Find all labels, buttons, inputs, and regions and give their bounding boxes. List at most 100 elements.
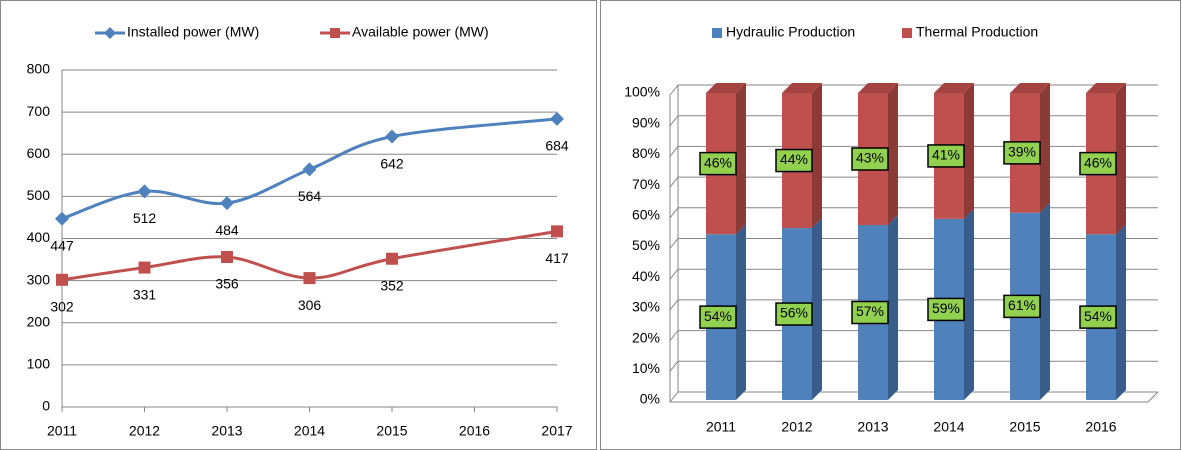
y-tick-label: 800: [27, 61, 51, 77]
bar-side: [888, 83, 898, 226]
marker: [550, 111, 564, 126]
data-label: 56%: [780, 305, 808, 321]
data-label: 59%: [932, 300, 960, 316]
y-tick-label: 0: [42, 398, 50, 414]
data-label-box: [775, 148, 813, 173]
bar-side: [812, 83, 822, 229]
bar-top: [1010, 83, 1050, 93]
bar-top: [706, 83, 746, 93]
y-tick-label: 700: [27, 103, 51, 119]
bar-side: [1116, 83, 1126, 235]
data-label-box: [775, 302, 813, 326]
x-tick-label: 2016: [459, 423, 490, 439]
x-tick-label: 2016: [1085, 419, 1116, 435]
data-label: 46%: [1084, 154, 1112, 170]
y-tick-label: 40%: [632, 268, 660, 284]
data-label: 512: [133, 210, 157, 226]
marker: [551, 225, 563, 238]
data-label: 61%: [1008, 297, 1036, 313]
marker: [137, 184, 152, 199]
x-tick-label: 2011: [47, 423, 77, 439]
data-label-box: [927, 297, 965, 322]
data-label: 352: [380, 277, 404, 293]
x-tick-label: 2013: [211, 423, 242, 439]
data-label: 684: [545, 138, 569, 154]
data-label: 484: [215, 222, 239, 238]
bar-top: [858, 83, 898, 93]
x-tick-label: 2015: [376, 423, 407, 439]
y-tick-label: 10%: [632, 360, 660, 376]
x-tick-label: 2015: [1009, 419, 1040, 435]
bar-top: [782, 83, 822, 93]
data-label-box: [1003, 294, 1041, 319]
marker: [302, 162, 317, 177]
y-tick-label: 200: [27, 313, 51, 329]
x-tick-label: 2014: [933, 419, 964, 435]
bar-side: [1040, 202, 1050, 400]
legend-label: Hydraulic Production: [726, 24, 855, 40]
data-label: 44%: [780, 151, 808, 167]
marker: [55, 211, 69, 226]
data-label: 417: [545, 250, 569, 266]
marker: [138, 261, 151, 274]
y-tick-label: 70%: [632, 176, 660, 192]
data-label: 302: [50, 298, 74, 314]
legend-swatch: [712, 28, 722, 38]
y-tick-label: 20%: [632, 329, 660, 345]
data-label: 642: [380, 155, 404, 171]
y-tick-label: 100: [27, 356, 51, 372]
data-label: 306: [298, 297, 322, 313]
x-tick-label: 2012: [781, 419, 812, 435]
y-tick-label: 50%: [632, 237, 660, 253]
y-tick-label: 100%: [624, 84, 660, 100]
data-label-box: [1003, 141, 1041, 165]
left-panel: [0, 0, 597, 450]
data-label-box: [699, 305, 737, 329]
x-tick-label: 2013: [857, 419, 888, 435]
bar-side: [964, 208, 974, 400]
data-label: 331: [133, 286, 157, 302]
y-tick-label: 60%: [632, 207, 660, 223]
y-tick-label: 0%: [640, 391, 660, 407]
data-label: 54%: [704, 308, 732, 324]
x-tick-label: 2014: [294, 423, 325, 439]
y-tick-label: 600: [27, 145, 51, 161]
marker: [303, 272, 316, 285]
marker: [56, 273, 68, 286]
data-label: 43%: [856, 150, 884, 166]
bar-side: [736, 83, 746, 235]
floor: [670, 391, 1159, 403]
y-tick-label: 80%: [632, 145, 660, 161]
bar-side: [964, 83, 974, 219]
y-tick-label: 300: [27, 271, 51, 287]
x-tick-label: 2011: [706, 419, 736, 435]
legend-swatch: [902, 28, 912, 38]
data-label-box: [699, 151, 737, 176]
legend-label: Installed power (MW): [127, 24, 259, 40]
bar-side: [736, 224, 746, 400]
bar-top: [934, 83, 974, 93]
data-label: 39%: [1008, 144, 1036, 160]
y-tick-label: 500: [27, 187, 51, 203]
data-label-box: [927, 144, 965, 168]
marker: [385, 129, 399, 144]
data-label: 57%: [856, 303, 884, 319]
legend-label: Thermal Production: [916, 24, 1038, 40]
bar-side: [1116, 224, 1126, 400]
y-tick-label: 90%: [632, 114, 660, 130]
legend-marker: [104, 27, 116, 39]
legend-label: Available power (MW): [352, 24, 489, 40]
bar-side: [1040, 83, 1050, 213]
bar-side: [888, 215, 898, 400]
data-label-box: [1079, 151, 1117, 176]
data-label: 41%: [932, 147, 960, 163]
marker: [386, 252, 398, 265]
bar-side: [812, 218, 822, 400]
y-tick-label: 400: [27, 229, 51, 245]
data-label: 46%: [704, 154, 732, 170]
y-tick-label: 30%: [632, 299, 660, 315]
marker: [220, 196, 234, 211]
data-label-box: [851, 147, 889, 171]
data-label: 356: [215, 276, 239, 292]
